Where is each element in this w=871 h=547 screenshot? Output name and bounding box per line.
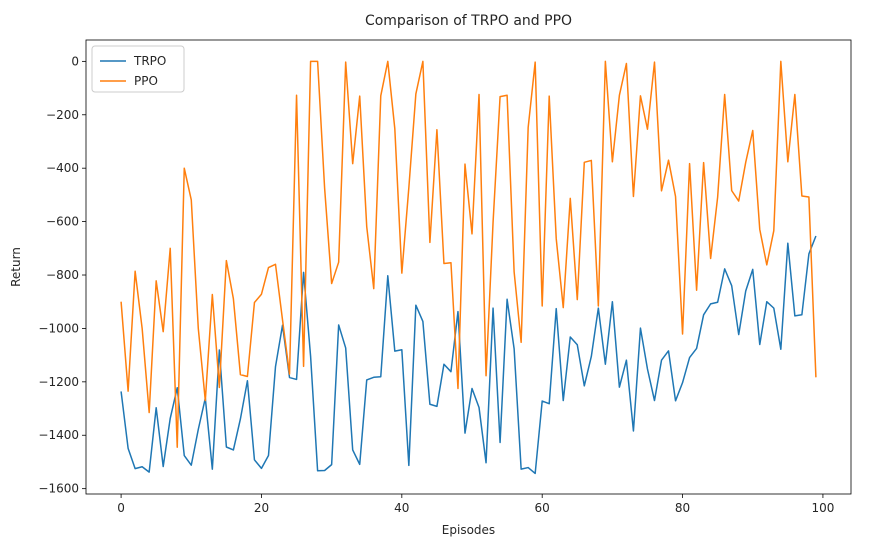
series-layer [120, 60, 817, 475]
y-tick-label: 0 [71, 54, 79, 68]
plot-area [85, 39, 852, 495]
x-tick-label: 20 [254, 501, 269, 515]
x-axis-ticks: 0 20 40 60 80 100 [117, 494, 834, 515]
y-tick-label: −600 [46, 215, 79, 229]
x-tick-label: 0 [117, 501, 125, 515]
legend-label-trpo: TRPO [133, 54, 166, 68]
y-axis-ticks: −1600 −1400 −1200 −1000 −800 −600 −400 −200 0 [38, 54, 86, 496]
y-tick-label: −1200 [38, 375, 79, 389]
chart-title: Comparison of TRPO and PPO [365, 13, 572, 29]
y-tick-label: −1400 [38, 428, 79, 442]
y-axis-label: Return [9, 247, 23, 287]
plot-frame [85, 39, 852, 495]
series-line-ppo [120, 60, 817, 449]
y-tick-label: −400 [46, 161, 79, 175]
y-tick-label: −1000 [38, 321, 79, 335]
x-tick-label: 60 [535, 501, 550, 515]
y-tick-label: −200 [46, 108, 79, 122]
y-tick-label: −800 [46, 268, 79, 282]
x-tick-label: 40 [394, 501, 409, 515]
legend: TRPO PPO [91, 45, 185, 93]
x-tick-label: 80 [675, 501, 690, 515]
x-axis-label: Episodes [442, 523, 495, 537]
y-tick-label: −1600 [38, 482, 79, 496]
x-tick-label: 100 [811, 501, 834, 515]
legend-label-ppo: PPO [134, 74, 158, 88]
series-line-trpo [120, 235, 817, 475]
